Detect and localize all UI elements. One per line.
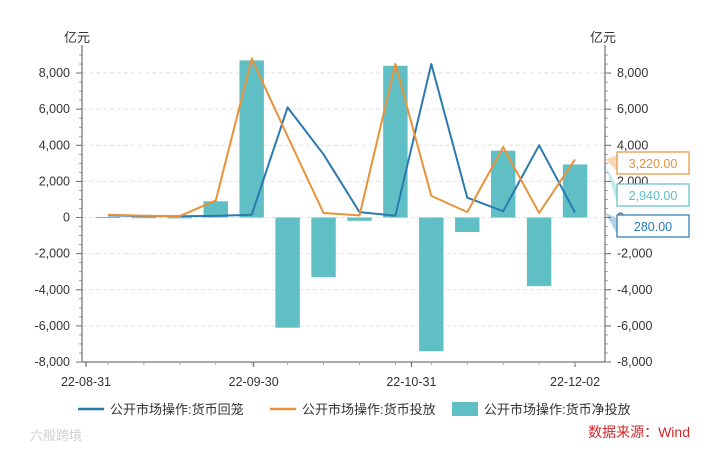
series-line bbox=[107, 63, 576, 218]
end-label-text: 3,220.00 bbox=[629, 157, 678, 171]
left-axis-unit: 亿元 bbox=[64, 30, 90, 45]
x-tick-label: 22-12-02 bbox=[550, 375, 600, 389]
bar bbox=[526, 217, 552, 287]
right-tick-label: 4,000 bbox=[617, 138, 648, 152]
right-axis-unit: 亿元 bbox=[590, 30, 616, 45]
watermark: 六般跨境 bbox=[30, 428, 82, 443]
bar bbox=[383, 65, 408, 218]
right-tick-label: -8,000 bbox=[617, 355, 652, 369]
bar bbox=[95, 216, 121, 218]
bar bbox=[131, 217, 157, 219]
bar bbox=[311, 217, 336, 278]
bar bbox=[275, 217, 300, 328]
end-label-text: 2,940.00 bbox=[629, 189, 678, 203]
left-tick-label: 0 bbox=[63, 211, 70, 225]
right-tick-label: 6,000 bbox=[617, 102, 648, 116]
legend-label: 公开市场操作:货币投放 bbox=[302, 402, 436, 417]
series-line bbox=[107, 57, 576, 218]
right-tick-label: -4,000 bbox=[617, 283, 652, 297]
end-label-box bbox=[616, 183, 690, 207]
bar bbox=[347, 217, 372, 221]
bar bbox=[455, 217, 480, 232]
left-tick-label: -2,000 bbox=[35, 247, 70, 261]
end-label-pointer bbox=[605, 164, 617, 203]
legend: 公开市场操作:货币回笼 公开市场操作:货币投放 公开市场操作:货币净投放 bbox=[78, 402, 631, 417]
right-tick-label: 8,000 bbox=[617, 66, 648, 80]
legend-bar-swatch bbox=[452, 402, 478, 416]
legend-label: 公开市场操作:货币回笼 bbox=[110, 402, 244, 417]
x-tick-label: 22-10-31 bbox=[386, 375, 436, 389]
end-label-box bbox=[616, 214, 690, 238]
left-tick-label: 6,000 bbox=[39, 102, 70, 116]
end-label-pointer bbox=[605, 212, 617, 234]
right-tick-label: -6,000 bbox=[617, 319, 652, 333]
left-tick-label: -6,000 bbox=[35, 319, 70, 333]
right-tick-label: -2,000 bbox=[617, 247, 652, 261]
x-tick-label: 22-09-30 bbox=[229, 375, 279, 389]
left-tick-label: -4,000 bbox=[35, 283, 70, 297]
end-label-text: 280.00 bbox=[634, 220, 672, 234]
end-labels: 3,220.00 2,940.00 280.00 bbox=[605, 151, 690, 238]
left-tick-label: -8,000 bbox=[35, 355, 70, 369]
axes: -8,000 -8,000 -6,000 -6,000 -4,000 -4,000 -2,0… bbox=[35, 45, 652, 389]
bar bbox=[419, 217, 444, 352]
bar bbox=[239, 60, 264, 218]
x-tick-label: 22-08-31 bbox=[61, 375, 111, 389]
left-tick-label: 4,000 bbox=[39, 138, 70, 152]
left-tick-label: 8,000 bbox=[39, 66, 70, 80]
bars bbox=[95, 60, 588, 352]
source-note: 数据来源：Wind bbox=[588, 424, 690, 440]
legend-label: 公开市场操作:货币净投放 bbox=[484, 402, 631, 417]
grid-lines bbox=[82, 72, 605, 363]
bar bbox=[203, 201, 228, 218]
bar bbox=[167, 217, 193, 219]
left-tick-label: 2,000 bbox=[39, 174, 70, 188]
end-label-pointer bbox=[605, 155, 617, 171]
end-label-box bbox=[616, 151, 690, 175]
series-lines bbox=[107, 57, 576, 218]
